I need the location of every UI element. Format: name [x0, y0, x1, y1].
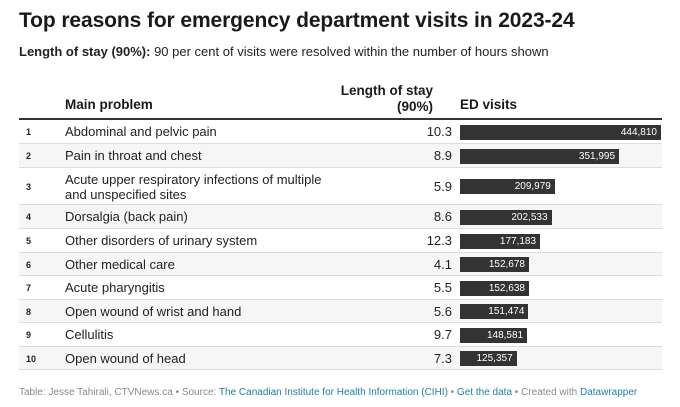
row-rank: 2 — [26, 151, 32, 161]
source-link[interactable]: The Canadian Institute for Health Inform… — [218, 387, 448, 398]
visits-bar-label: 177,183 — [499, 235, 537, 247]
table-row: 1 Abdominal and pelvic pain 10.3 444,810 — [19, 120, 662, 144]
table-row: 10 Open wound of head 7.3 125,357 — [19, 347, 662, 370]
visits-bar-label: 202,533 — [511, 211, 548, 223]
subtitle-text: 90 per cent of visits were resolved with… — [150, 44, 549, 59]
row-main-problem: Other medical care — [65, 256, 175, 272]
visits-bar-label: 125,357 — [476, 353, 513, 364]
footer: Table: Jesse Tahirali, CTVNews.ca • Sour… — [19, 387, 637, 398]
footer-credit: Table: Jesse Tahirali, CTVNews.ca — [19, 387, 173, 398]
visits-bar: 351,995 — [460, 148, 620, 164]
row-rank: 5 — [26, 236, 32, 246]
visits-bar-label: 152,678 — [488, 259, 525, 270]
header-main-problem: Main problem — [65, 97, 153, 112]
row-rank: 6 — [26, 259, 32, 270]
row-rank: 9 — [26, 330, 32, 340]
chart-title: Top reasons for emergency department vis… — [19, 9, 575, 32]
row-length-of-stay: 8.6 — [433, 209, 452, 224]
row-rank: 7 — [26, 283, 32, 293]
table-row: 9 Cellulitis 9.7 148,581 — [19, 323, 662, 347]
row-main-problem: Pain in throat and chest — [65, 148, 202, 163]
visits-bar-label: 148,581 — [486, 329, 524, 341]
visits-bar-label: 151,474 — [488, 306, 525, 317]
visits-bar-label: 351,995 — [578, 150, 616, 162]
table-row: 8 Open wound of wrist and hand 5.6 151,474 — [19, 300, 662, 323]
row-length-of-stay: 12.3 — [426, 233, 452, 248]
footer-created-with: Created with — [521, 387, 578, 398]
table-row: 3 Acute upper respiratory infections of m… — [19, 168, 662, 205]
row-rank: 10 — [26, 353, 37, 364]
row-main-problem: Open wound of wrist and hand — [65, 303, 242, 319]
visits-bar: 151,474 — [460, 304, 529, 319]
table-row: 5 Other disorders of urinary system 12.3 17… — [19, 229, 662, 253]
table-row: 6 Other medical care 4.1 152,678 — [19, 253, 662, 276]
row-main-problem: Other disorders of urinary system — [65, 233, 258, 248]
visits-bar: 125,357 — [460, 351, 517, 366]
row-main-problem: Acute pharyngitis — [65, 280, 165, 295]
row-main-problem: Acute upper respiratory infections of mu… — [65, 172, 322, 202]
visits-bar: 209,979 — [460, 179, 555, 194]
visits-bar: 177,183 — [460, 233, 541, 249]
row-main-problem: Abdominal and pelvic pain — [65, 124, 217, 139]
row-rank: 1 — [26, 127, 32, 137]
row-length-of-stay: 5.9 — [433, 178, 452, 194]
footer-source-label: Source: — [181, 387, 217, 398]
row-rank: 8 — [26, 306, 32, 317]
footer-separator: • — [447, 387, 457, 398]
visits-bar: 152,638 — [460, 280, 529, 296]
visits-bar: 202,533 — [460, 209, 552, 225]
row-length-of-stay: 9.7 — [433, 327, 452, 342]
visits-bar-label: 444,810 — [620, 126, 657, 138]
visits-bar: 148,581 — [460, 327, 528, 343]
header-length-of-stay-line2: (90%) — [396, 99, 433, 114]
footer-separator: • — [172, 387, 182, 398]
row-length-of-stay: 10.3 — [426, 124, 452, 139]
subtitle-label: Length of stay (90%): — [19, 44, 151, 59]
row-rank: 3 — [26, 181, 32, 192]
row-length-of-stay: 5.5 — [433, 280, 452, 295]
visits-bar-label: 209,979 — [514, 181, 551, 192]
table-row: 4 Dorsalgia (back pain) 8.6 202,533 — [19, 205, 662, 229]
footer-separator: • — [512, 387, 522, 398]
visits-bar: 152,678 — [460, 257, 529, 272]
row-length-of-stay: 8.9 — [433, 148, 452, 163]
row-length-of-stay: 5.6 — [433, 303, 452, 319]
header-length-of-stay-line1: Length of stay — [340, 83, 433, 98]
table-row: 7 Acute pharyngitis 5.5 152,638 — [19, 276, 662, 300]
row-main-problem: Open wound of head — [65, 350, 186, 366]
row-rank: 4 — [26, 212, 32, 222]
visits-bar: 444,810 — [460, 124, 661, 140]
row-length-of-stay: 7.3 — [433, 350, 452, 366]
table-row: 2 Pain in throat and chest 8.9 351,995 — [19, 144, 662, 168]
row-main-problem: Dorsalgia (back pain) — [65, 209, 188, 224]
get-data-link[interactable]: Get the data — [456, 387, 513, 398]
header-ed-visits: ED visits — [460, 97, 518, 112]
visits-bar-label: 152,638 — [488, 282, 525, 294]
datawrapper-link[interactable]: Datawrapper — [580, 387, 638, 398]
row-length-of-stay: 4.1 — [433, 256, 452, 272]
row-main-problem: Cellulitis — [65, 327, 114, 342]
header-divider — [19, 118, 662, 120]
header-length-of-stay: Length of stay (90%) — [330, 83, 433, 115]
chart-subtitle: Length of stay (90%): 90 per cent of vis… — [19, 44, 549, 59]
